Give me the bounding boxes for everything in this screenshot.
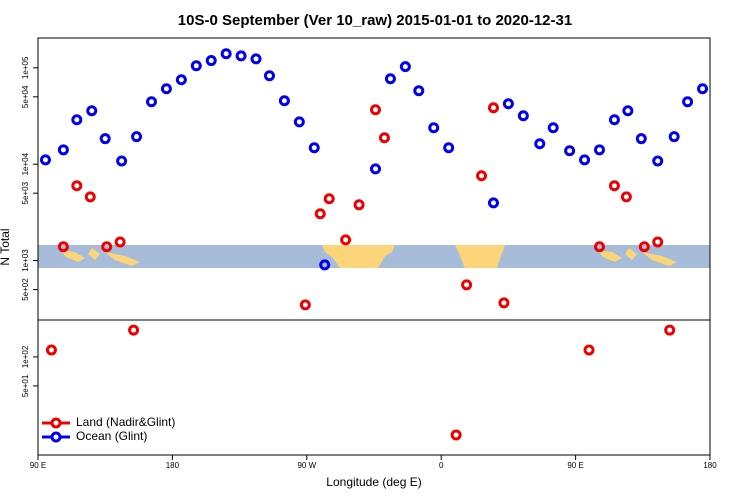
point — [635, 133, 647, 145]
x-tick-label: 90 W — [297, 461, 316, 470]
y-tick-label: 5e+04 — [21, 85, 30, 108]
point — [502, 98, 514, 110]
y-tick-label: 5e+01 — [21, 374, 30, 397]
point — [39, 154, 51, 166]
x-axis-label: Longitude (deg E) — [326, 475, 421, 489]
point — [620, 191, 632, 203]
point — [369, 163, 381, 175]
point — [461, 279, 473, 291]
x-tick-label: 90 E — [30, 461, 46, 470]
y-tick-label: 1e+03 — [21, 249, 30, 272]
point — [299, 299, 311, 311]
point — [263, 70, 275, 82]
point — [71, 114, 83, 126]
y-axis-label: N Total — [0, 228, 12, 265]
y-tick-label: 5e+02 — [21, 278, 30, 301]
point — [205, 55, 217, 67]
plot-frame — [37, 37, 711, 456]
point — [175, 74, 187, 86]
y-tick-label: 1e+05 — [21, 56, 30, 79]
point — [131, 131, 143, 143]
point — [57, 241, 69, 253]
point — [128, 324, 140, 336]
point — [517, 110, 529, 122]
point — [564, 145, 576, 157]
point — [235, 50, 247, 62]
point — [220, 48, 232, 60]
point — [428, 122, 440, 134]
point — [668, 131, 680, 143]
point — [652, 236, 664, 248]
point — [534, 138, 546, 150]
point — [682, 96, 694, 108]
point — [84, 191, 96, 203]
x-tick-label: 180 — [703, 461, 717, 470]
point — [487, 102, 499, 114]
point — [45, 344, 57, 356]
point — [340, 234, 352, 246]
point — [99, 133, 111, 145]
y-tick-label: 1e+04 — [21, 152, 30, 175]
point — [308, 142, 320, 154]
point — [160, 83, 172, 95]
legend-marker — [50, 417, 62, 429]
point — [450, 429, 462, 441]
point — [593, 144, 605, 156]
legend-label: Land (Nadir&Glint) — [76, 415, 175, 429]
point — [314, 208, 326, 220]
point — [498, 297, 510, 309]
point — [278, 95, 290, 107]
point — [652, 155, 664, 167]
point — [664, 324, 676, 336]
point — [116, 155, 128, 167]
point — [86, 105, 98, 117]
point — [101, 241, 113, 253]
point — [323, 193, 335, 205]
point — [353, 199, 365, 211]
point — [443, 142, 455, 154]
point — [638, 241, 650, 253]
point — [608, 180, 620, 192]
y-tick-label: 1e+02 — [21, 345, 30, 368]
chart-title: 10S-0 September (Ver 10_raw) 2015-01-01 … — [178, 12, 572, 29]
point — [547, 122, 559, 134]
point — [487, 197, 499, 209]
point — [378, 132, 390, 144]
x-tick-label: 180 — [166, 461, 180, 470]
point — [608, 114, 620, 126]
y-tick-label: 5e+03 — [21, 181, 30, 204]
map-strip — [38, 245, 710, 268]
point — [369, 104, 381, 116]
point — [71, 180, 83, 192]
point — [384, 73, 396, 85]
point — [114, 236, 126, 248]
point — [145, 96, 157, 108]
legend-label: Ocean (Glint) — [76, 429, 147, 443]
point — [622, 105, 634, 117]
point — [579, 154, 591, 166]
x-tick-label: 0 — [439, 461, 444, 470]
point — [250, 53, 262, 65]
point — [399, 61, 411, 73]
legend-marker — [50, 431, 62, 443]
x-tick-label: 90 E — [567, 461, 583, 470]
point — [413, 85, 425, 97]
point — [697, 83, 709, 95]
point — [293, 116, 305, 128]
point — [319, 259, 331, 271]
point — [593, 241, 605, 253]
point — [57, 144, 69, 156]
point — [190, 60, 202, 72]
point — [583, 344, 595, 356]
point — [476, 170, 488, 182]
